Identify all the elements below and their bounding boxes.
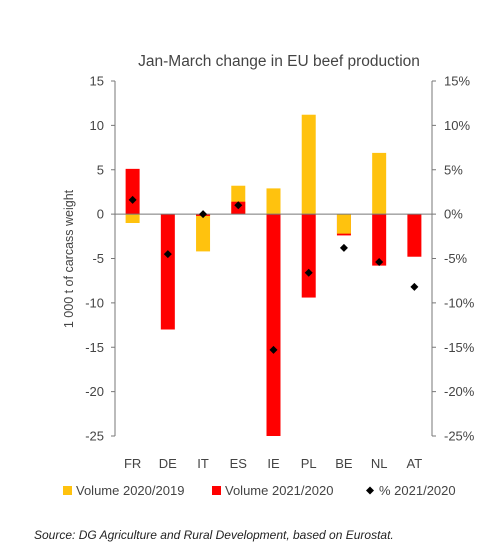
- right-tick-label: -15%: [444, 340, 475, 355]
- right-tick-label: 0%: [444, 207, 463, 222]
- bar-volume-2021-2020-de: [160, 214, 175, 330]
- legend: Volume 2020/2019 Volume 2021/2020 % 2021/2…: [63, 483, 456, 498]
- marker-pct-2021-2020-be: [339, 243, 348, 252]
- category-label-fr: FR: [124, 456, 141, 471]
- source-note: Source: DG Agriculture and Rural Develop…: [34, 528, 394, 542]
- category-label-pl: PL: [301, 456, 317, 471]
- bar-volume-2021-2020-at: [407, 214, 422, 257]
- category-label-at: AT: [407, 456, 423, 471]
- left-tick-label: 0: [97, 207, 104, 222]
- bar-volume-2020-2019-ie: [266, 188, 281, 215]
- bar-volume-2020-2019-be: [336, 214, 351, 234]
- legend-pct-2021-2020-label: % 2021/2020: [379, 483, 456, 498]
- right-tick-label: -20%: [444, 384, 475, 399]
- right-tick-label: 5%: [444, 162, 463, 177]
- marker-pct-2021-2020-it: [199, 210, 208, 219]
- legend-pct-2021-2020: % 2021/2020: [366, 483, 456, 498]
- marker-pct-2021-2020-nl: [375, 258, 384, 267]
- bar-volume-2020-2019-fr: [125, 214, 140, 223]
- bar-volume-2021-2020-nl: [372, 214, 387, 266]
- marker-pct-2021-2020-de: [163, 250, 172, 259]
- plot-area: 15 10 5 0 -5 -10 -15 -20 -25 15% 10% 5% 0% -5% -10% -15…: [85, 74, 475, 472]
- legend-volume-2020-2019: Volume 2020/2019: [63, 483, 184, 498]
- left-tick-label: -5: [92, 251, 104, 266]
- bar-volume-2021-2020-ie: [266, 214, 281, 436]
- marker-pct-2021-2020-es: [234, 201, 243, 210]
- left-tick-label: -10: [85, 295, 104, 310]
- marker-pct-2021-2020-ie: [269, 345, 278, 354]
- right-tick-label: -5%: [444, 251, 468, 266]
- right-tick-label: 15%: [444, 74, 470, 89]
- marker-pct-2021-2020-pl: [304, 268, 313, 277]
- legend-volume-2021-2020: Volume 2021/2020: [212, 483, 333, 498]
- category-label-es: ES: [230, 456, 248, 471]
- marker-pct-2021-2020-at: [410, 282, 419, 291]
- right-tick-label: 10%: [444, 118, 470, 133]
- category-label-ie: IE: [267, 456, 280, 471]
- legend-pct-2021-2020-swatch: [366, 486, 374, 495]
- left-tick-label: 10: [90, 118, 104, 133]
- bar-volume-2021-2020-pl: [301, 214, 316, 298]
- y-axis-label: 1 000 t of carcass weight: [62, 189, 76, 328]
- chart-title: Jan-March change in EU beef production: [138, 53, 420, 70]
- right-tick-label: -25%: [444, 429, 475, 444]
- category-label-be: BE: [335, 456, 353, 471]
- bar-volume-2020-2019-pl: [301, 114, 316, 215]
- left-tick-label: -15: [85, 340, 104, 355]
- left-tick-label: -25: [85, 429, 104, 444]
- bar-volume-2020-2019-it: [196, 214, 211, 252]
- category-label-nl: NL: [371, 456, 388, 471]
- category-label-it: IT: [197, 456, 209, 471]
- legend-volume-2021-2020-swatch: [212, 486, 221, 495]
- marker-pct-2021-2020-fr: [128, 195, 137, 204]
- left-tick-label: -20: [85, 384, 104, 399]
- category-label-de: DE: [159, 456, 177, 471]
- left-tick-label: 5: [97, 162, 104, 177]
- legend-volume-2020-2019-swatch: [63, 486, 72, 495]
- legend-volume-2020-2019-label: Volume 2020/2019: [76, 483, 184, 498]
- bar-volume-2020-2019-nl: [372, 152, 387, 215]
- right-tick-label: -10%: [444, 295, 475, 310]
- left-tick-label: 15: [90, 74, 104, 89]
- legend-volume-2021-2020-label: Volume 2021/2020: [225, 483, 333, 498]
- bar-volume-2021-2020-fr: [125, 168, 140, 215]
